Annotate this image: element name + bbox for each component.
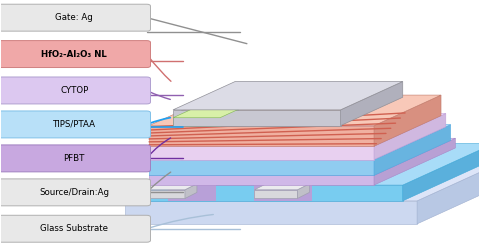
FancyBboxPatch shape	[0, 145, 151, 172]
FancyBboxPatch shape	[0, 41, 151, 68]
Text: HfO₂-Al₂O₃ NL: HfO₂-Al₂O₃ NL	[41, 50, 107, 59]
Polygon shape	[254, 185, 312, 201]
FancyBboxPatch shape	[0, 215, 151, 242]
Polygon shape	[417, 153, 480, 224]
FancyBboxPatch shape	[0, 179, 151, 206]
Polygon shape	[149, 125, 451, 160]
Polygon shape	[125, 153, 480, 201]
Polygon shape	[254, 190, 298, 198]
Text: Source/Drain:Ag: Source/Drain:Ag	[39, 188, 109, 197]
Polygon shape	[185, 184, 197, 198]
Polygon shape	[403, 143, 480, 201]
Polygon shape	[125, 201, 417, 224]
Polygon shape	[374, 113, 446, 160]
Polygon shape	[142, 190, 185, 198]
Polygon shape	[173, 110, 340, 126]
Text: Glass Substrate: Glass Substrate	[40, 224, 108, 233]
Polygon shape	[173, 81, 403, 110]
Polygon shape	[374, 95, 441, 146]
Text: PFBT: PFBT	[63, 154, 85, 163]
FancyBboxPatch shape	[0, 77, 151, 104]
Text: CYTOP: CYTOP	[60, 86, 88, 95]
Polygon shape	[149, 138, 456, 175]
Polygon shape	[149, 113, 446, 146]
Polygon shape	[149, 175, 374, 185]
Polygon shape	[168, 181, 225, 185]
Polygon shape	[173, 118, 220, 126]
Polygon shape	[140, 185, 403, 201]
Polygon shape	[142, 184, 197, 190]
Polygon shape	[168, 185, 216, 201]
Polygon shape	[220, 109, 239, 126]
Polygon shape	[149, 95, 441, 126]
FancyBboxPatch shape	[0, 111, 151, 138]
Polygon shape	[254, 184, 310, 190]
Polygon shape	[140, 143, 480, 185]
Polygon shape	[298, 184, 310, 198]
Polygon shape	[149, 126, 374, 146]
Polygon shape	[149, 146, 374, 160]
Polygon shape	[374, 138, 456, 185]
Text: TIPS/PTAA: TIPS/PTAA	[53, 120, 96, 129]
FancyBboxPatch shape	[0, 4, 151, 31]
Polygon shape	[340, 81, 403, 126]
Polygon shape	[374, 125, 451, 175]
Polygon shape	[149, 160, 374, 175]
Text: Gate: Ag: Gate: Ag	[55, 13, 93, 22]
Polygon shape	[173, 109, 239, 118]
